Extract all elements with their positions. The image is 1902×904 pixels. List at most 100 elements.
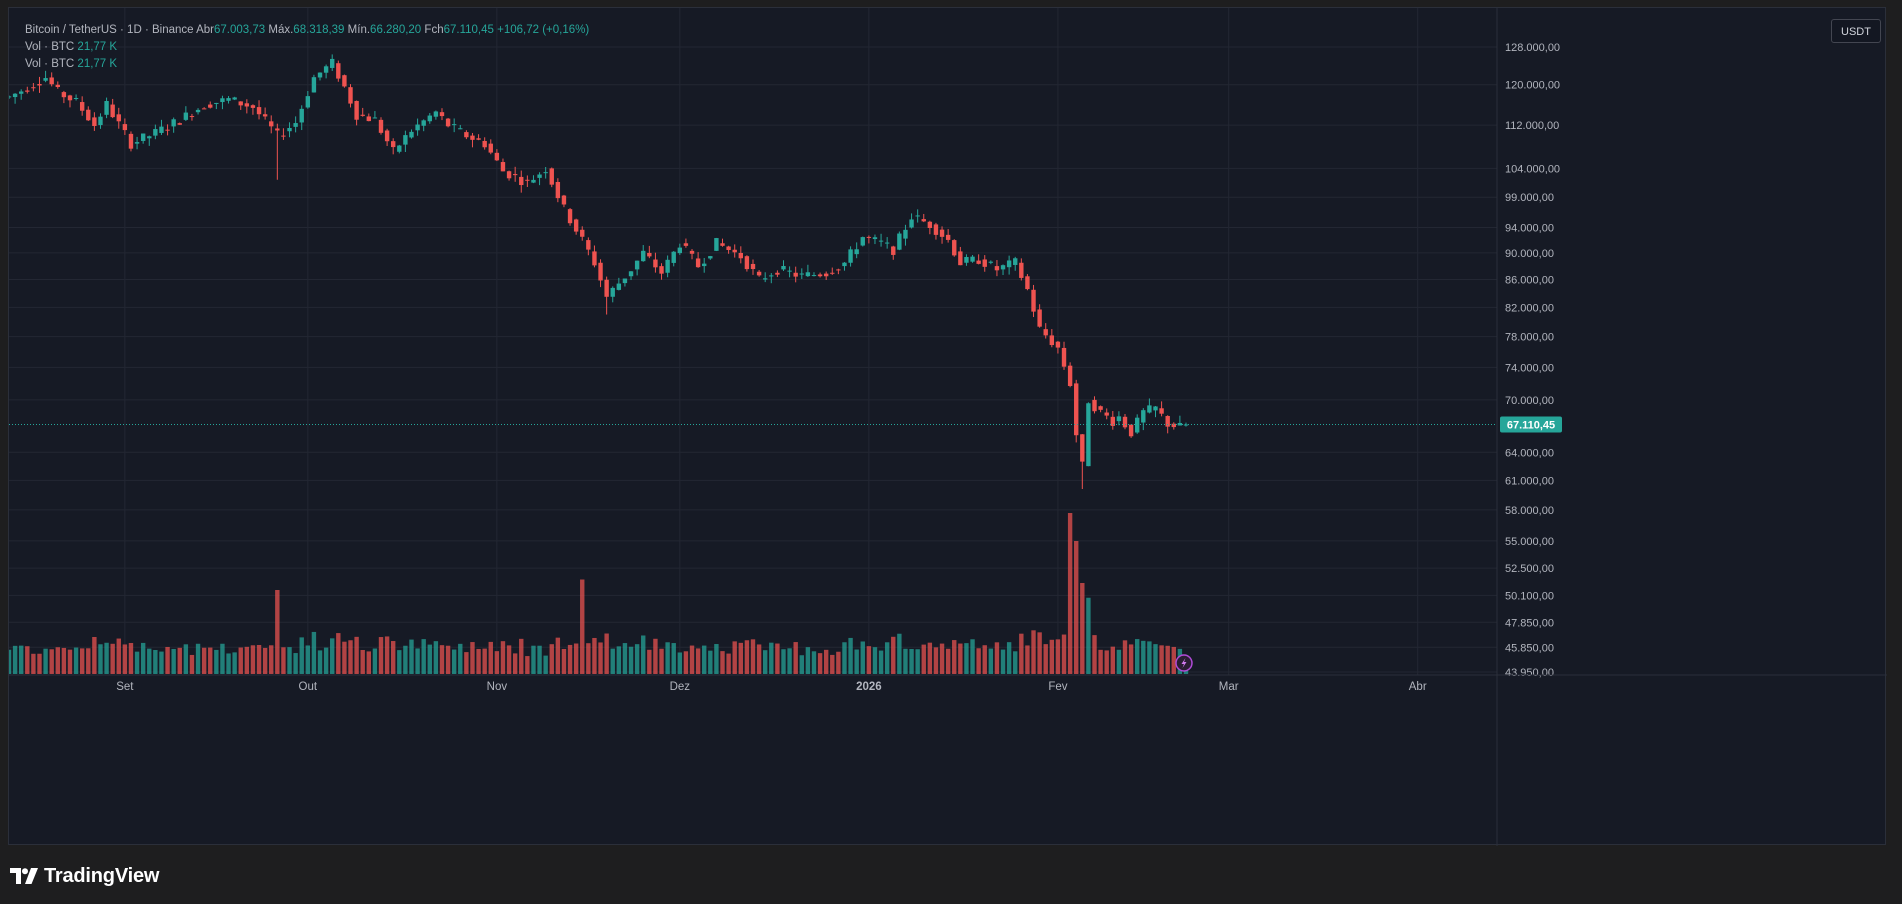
volume-bar xyxy=(500,641,506,674)
candle-body xyxy=(153,129,158,136)
candle-body xyxy=(994,266,1000,271)
candle-body xyxy=(275,128,280,131)
candle-body xyxy=(561,195,567,205)
candle-body xyxy=(116,114,121,122)
candle-body xyxy=(226,98,231,101)
volume-bar xyxy=(98,644,103,674)
volume-bar xyxy=(769,642,774,674)
candle-body xyxy=(354,100,359,120)
tradingview-logo[interactable]: TradingView xyxy=(10,862,159,890)
volume-bar xyxy=(451,649,457,674)
volume-bar xyxy=(988,648,994,674)
candle-body xyxy=(281,135,286,137)
candle-body xyxy=(543,172,548,174)
volume-bar xyxy=(122,644,128,674)
y-tick-label: 86.000,00 xyxy=(1505,275,1554,287)
volume-bar xyxy=(616,646,622,674)
candle-body xyxy=(1000,265,1006,270)
volume-bar xyxy=(445,645,451,674)
volume-bar xyxy=(823,649,829,674)
volume-bar xyxy=(409,639,414,674)
candle-body xyxy=(860,237,865,246)
x-tick-label: Fev xyxy=(1048,681,1067,693)
candle-body xyxy=(238,101,243,106)
candle-body xyxy=(537,174,542,178)
volume-bar xyxy=(915,649,920,674)
volume-bar xyxy=(1019,633,1024,674)
volume-bar xyxy=(470,642,475,674)
y-tick-label: 50.100,00 xyxy=(1505,590,1554,602)
candle-body xyxy=(250,105,256,108)
candle-body xyxy=(683,243,689,246)
candle-body xyxy=(1159,408,1164,414)
candle-body xyxy=(915,215,920,217)
volume-bar xyxy=(927,642,933,674)
candle-body xyxy=(976,260,981,264)
volume-bar xyxy=(598,642,603,674)
volume-bar xyxy=(140,642,146,674)
volume-bar xyxy=(269,645,274,674)
volume-legend-row[interactable]: Vol · BTC 21,77 K xyxy=(25,56,589,73)
candle-body xyxy=(775,272,780,275)
volume-bar xyxy=(982,645,987,674)
currency-unit-button[interactable]: USDT xyxy=(1831,19,1881,43)
volume-bar xyxy=(817,653,823,674)
candle-body xyxy=(610,287,615,297)
candle-body xyxy=(659,266,664,274)
volume-bar xyxy=(299,637,304,674)
price-chart[interactable]: 128.000,00 120.000,00 112.000,00 104.000,00… xyxy=(9,8,1887,846)
candle-body xyxy=(604,279,609,297)
candle-body xyxy=(903,229,908,239)
volume-bar xyxy=(1049,639,1055,674)
volume-bar xyxy=(763,650,768,674)
volume-bar xyxy=(67,649,73,674)
volume-bar xyxy=(342,641,347,674)
candle-body xyxy=(458,128,463,130)
candle-body xyxy=(55,84,60,87)
candle-body xyxy=(958,251,963,266)
volume-bar xyxy=(1025,645,1030,674)
candle-body xyxy=(500,162,506,172)
candle-body xyxy=(573,219,579,232)
candle-body xyxy=(909,219,914,228)
candle-body xyxy=(842,262,847,267)
candle-body xyxy=(1104,412,1109,416)
candle-body xyxy=(848,249,853,263)
volume-bar xyxy=(1006,642,1012,674)
candle-body xyxy=(409,131,414,138)
y-tick-label: 52.500,00 xyxy=(1505,563,1554,575)
candle-body xyxy=(37,83,42,86)
candle-body xyxy=(482,140,487,148)
candle-body xyxy=(836,269,841,271)
volume-bar xyxy=(256,644,262,674)
volume-bar xyxy=(494,651,500,674)
volume-value: 21,77 K xyxy=(77,41,118,53)
last-price-label: 67.110,45 xyxy=(1507,420,1555,432)
candle-body xyxy=(1110,416,1115,426)
y-tick-label: 74.000,00 xyxy=(1505,362,1554,374)
volume-bar xyxy=(604,633,609,674)
x-tick-label: Abr xyxy=(1409,681,1427,693)
volume-bar xyxy=(702,645,707,674)
candle-body xyxy=(1128,424,1134,437)
y-tick-label: 112.000,00 xyxy=(1505,120,1559,132)
candle-body xyxy=(884,242,890,244)
candle-body xyxy=(110,104,115,118)
candle-body xyxy=(897,233,902,250)
candle-body xyxy=(122,124,128,131)
candle-body xyxy=(872,237,878,240)
volume-bar xyxy=(903,648,908,674)
candle-body xyxy=(49,77,54,85)
candle-body xyxy=(702,263,707,267)
volume-bar xyxy=(1128,644,1134,674)
volume-legend-row[interactable]: Vol · BTC 21,77 K xyxy=(25,39,589,56)
x-tick-label: Set xyxy=(116,681,134,693)
candle-body xyxy=(628,271,634,277)
volume-bar xyxy=(976,648,981,674)
volume-bar xyxy=(677,652,683,674)
candle-body xyxy=(763,278,768,280)
y-tick-label: 104.000,00 xyxy=(1505,163,1560,175)
candle-body xyxy=(330,58,335,68)
chart-pane[interactable]: 128.000,00 120.000,00 112.000,00 104.000,00… xyxy=(8,7,1887,846)
symbol-title[interactable]: Bitcoin / TetherUS · 1D · Binance xyxy=(25,24,194,36)
